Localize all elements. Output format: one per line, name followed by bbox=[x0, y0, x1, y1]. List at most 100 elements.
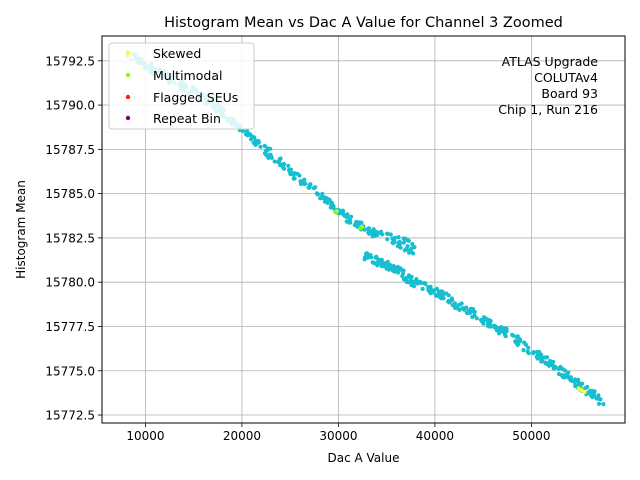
data-point-data bbox=[359, 220, 364, 225]
data-point-data bbox=[344, 214, 349, 220]
data-point-data bbox=[388, 232, 393, 237]
data-point-data bbox=[550, 360, 555, 365]
data-point-data bbox=[405, 238, 410, 243]
data-point-data bbox=[281, 165, 286, 170]
data-point-data bbox=[437, 289, 442, 294]
x-tick-label: 50000 bbox=[512, 429, 550, 443]
data-point-data bbox=[501, 326, 507, 331]
annotation-line-3: Board 93 bbox=[541, 86, 598, 101]
x-tick-label: 40000 bbox=[416, 429, 454, 443]
data-point-data bbox=[536, 352, 541, 357]
data-point-data bbox=[431, 290, 436, 295]
data-point-data bbox=[253, 138, 258, 143]
data-point-data bbox=[455, 306, 460, 311]
y-axis-label: Histogram Mean bbox=[14, 180, 28, 279]
tick-layer: 10000 20000 30000 40000 50000 15772.5 15775.0 1… bbox=[45, 54, 550, 443]
data-point-data bbox=[518, 338, 523, 343]
data-point-data bbox=[397, 239, 402, 244]
data-point-data bbox=[515, 334, 520, 339]
data-point-data bbox=[513, 339, 518, 344]
data-point-data bbox=[320, 194, 325, 199]
data-point-data bbox=[568, 377, 573, 382]
data-point-data bbox=[396, 235, 401, 240]
data-point-data bbox=[370, 260, 375, 265]
data-point-data bbox=[526, 351, 531, 356]
data-point-data bbox=[277, 159, 282, 164]
data-point-data bbox=[253, 142, 258, 147]
data-point-data bbox=[258, 144, 263, 149]
data-point-data bbox=[314, 191, 319, 196]
data-point-data bbox=[398, 267, 403, 272]
data-point-data bbox=[292, 171, 297, 176]
y-tick-label: 15777.5 bbox=[45, 320, 95, 334]
data-point-data bbox=[401, 240, 406, 245]
data-point-data bbox=[540, 355, 545, 360]
chart-title: Histogram Mean vs Dac A Value for Channe… bbox=[164, 15, 563, 31]
data-point-data bbox=[418, 279, 423, 285]
data-point-data bbox=[474, 316, 479, 321]
annotation-block: ATLAS Upgrade COLUTAv4 Board 93 Chip 1, … bbox=[498, 54, 598, 117]
data-point-data bbox=[328, 205, 333, 210]
data-point-data bbox=[338, 211, 343, 216]
data-point-data bbox=[521, 348, 526, 353]
data-point-data bbox=[385, 231, 390, 236]
y-tick-label: 15772.5 bbox=[45, 409, 95, 423]
x-tick-label: 20000 bbox=[223, 429, 261, 443]
legend-label-multimodal: Multimodal bbox=[153, 68, 222, 83]
data-point-data bbox=[511, 333, 516, 338]
data-point-data bbox=[256, 140, 261, 145]
data-point-data bbox=[246, 131, 251, 137]
data-point-data bbox=[460, 306, 465, 311]
data-point-data bbox=[349, 214, 354, 219]
data-point-data bbox=[366, 226, 371, 231]
data-point-data bbox=[562, 375, 567, 380]
data-point-data bbox=[249, 137, 254, 142]
data-point-data bbox=[374, 260, 379, 266]
data-point-data bbox=[371, 227, 376, 232]
data-point-data bbox=[559, 373, 564, 378]
data-point-data bbox=[390, 240, 395, 245]
data-point-data bbox=[423, 281, 428, 286]
data-point-data bbox=[485, 323, 490, 328]
data-point-data bbox=[367, 231, 372, 236]
data-point-data bbox=[566, 370, 571, 375]
data-point-data bbox=[401, 277, 407, 282]
x-tick-label: 10000 bbox=[126, 429, 164, 443]
data-point-skewed bbox=[582, 389, 587, 395]
data-point-data bbox=[457, 302, 462, 307]
data-point-data bbox=[292, 176, 297, 181]
data-point-data bbox=[494, 326, 499, 331]
y-tick-label: 15792.5 bbox=[45, 54, 95, 68]
data-point-data bbox=[502, 331, 507, 336]
legend: Skewed Multimodal Flagged SEUs Repeat Bi… bbox=[108, 42, 255, 130]
data-point-data bbox=[551, 366, 556, 371]
data-point-data bbox=[405, 244, 410, 249]
data-point-data bbox=[472, 309, 477, 314]
legend-box bbox=[108, 42, 255, 130]
data-point-data bbox=[434, 286, 440, 291]
data-point-data bbox=[272, 159, 277, 164]
data-point-data bbox=[384, 265, 389, 270]
grid-layer bbox=[102, 36, 625, 423]
data-point-data bbox=[412, 279, 417, 284]
legend-marker-repeat-bin bbox=[125, 115, 131, 121]
data-point-data bbox=[441, 296, 446, 301]
data-point-data bbox=[411, 284, 417, 289]
data-point-data bbox=[302, 181, 307, 187]
y-tick-label: 15790.0 bbox=[45, 99, 95, 113]
data-point-data bbox=[478, 317, 484, 323]
data-point-multimodal bbox=[333, 210, 338, 215]
legend-label-skewed: Skewed bbox=[153, 46, 201, 61]
y-tick-label: 15785.0 bbox=[45, 187, 95, 201]
data-point-data bbox=[487, 318, 492, 323]
annotation-line-2: COLUTAv4 bbox=[534, 70, 598, 85]
data-point-data bbox=[452, 301, 458, 306]
data-point-data bbox=[408, 280, 413, 285]
legend-marker-multimodal bbox=[125, 72, 131, 78]
data-point-data bbox=[590, 395, 595, 400]
data-point-data bbox=[601, 402, 606, 407]
data-point-data bbox=[373, 255, 378, 260]
data-point-data bbox=[522, 340, 527, 345]
